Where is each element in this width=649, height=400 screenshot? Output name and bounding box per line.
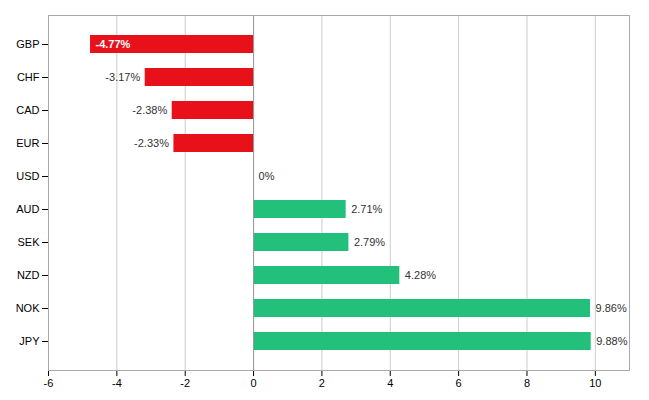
- svg-text:GBP: GBP: [16, 38, 39, 50]
- svg-text:CAD: CAD: [16, 104, 39, 116]
- svg-text:2: 2: [319, 377, 325, 389]
- svg-text:2.79%: 2.79%: [354, 236, 385, 248]
- svg-text:-4.77%: -4.77%: [96, 38, 131, 50]
- svg-text:4.28%: 4.28%: [405, 269, 436, 281]
- svg-text:6: 6: [456, 377, 462, 389]
- svg-text:-2.33%: -2.33%: [134, 137, 169, 149]
- svg-text:9.88%: 9.88%: [596, 335, 627, 347]
- svg-text:9.86%: 9.86%: [596, 302, 627, 314]
- svg-text:10: 10: [589, 377, 601, 389]
- svg-text:AUD: AUD: [16, 203, 39, 215]
- svg-text:CHF: CHF: [17, 71, 40, 83]
- svg-text:NOK: NOK: [16, 302, 41, 314]
- svg-text:2.71%: 2.71%: [351, 203, 382, 215]
- svg-text:-2: -2: [180, 377, 190, 389]
- svg-text:EUR: EUR: [16, 137, 39, 149]
- svg-text:0%: 0%: [259, 170, 275, 182]
- svg-text:4: 4: [387, 377, 393, 389]
- svg-text:8: 8: [524, 377, 530, 389]
- svg-text:-6: -6: [44, 377, 54, 389]
- svg-text:-2.38%: -2.38%: [132, 104, 167, 116]
- svg-text:JPY: JPY: [19, 335, 40, 347]
- svg-text:-4: -4: [112, 377, 122, 389]
- svg-text:-3.17%: -3.17%: [105, 71, 140, 83]
- svg-text:0: 0: [250, 377, 256, 389]
- svg-text:SEK: SEK: [17, 236, 40, 248]
- svg-text:USD: USD: [16, 170, 39, 182]
- svg-text:NZD: NZD: [17, 269, 40, 281]
